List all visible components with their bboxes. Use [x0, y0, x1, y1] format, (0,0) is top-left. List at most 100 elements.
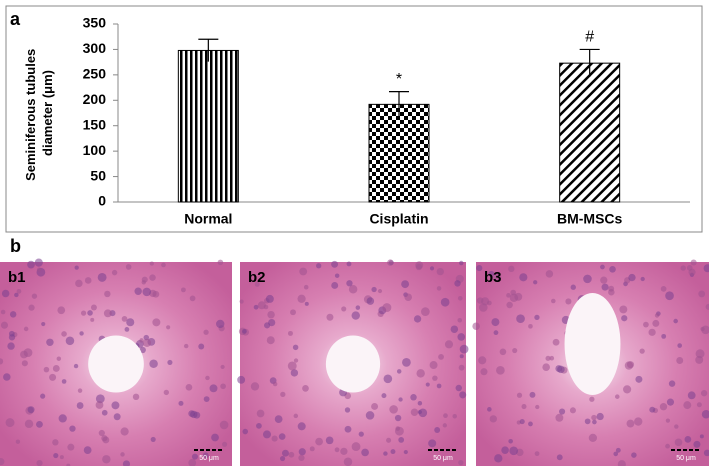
- cell: [394, 414, 402, 422]
- cell: [0, 321, 9, 329]
- cell: [216, 319, 225, 329]
- cell: [299, 267, 308, 276]
- cell: [250, 382, 260, 391]
- cell: [623, 385, 632, 394]
- cell: [358, 431, 364, 437]
- cell: [303, 284, 309, 290]
- cell: [557, 365, 565, 374]
- cell: [113, 413, 121, 421]
- cell: [263, 304, 269, 310]
- cell: [410, 394, 417, 401]
- cell: [355, 305, 361, 310]
- cell: [695, 349, 705, 359]
- cell: [491, 318, 500, 327]
- cell: [569, 407, 576, 414]
- cell: [366, 297, 375, 305]
- cell: [698, 290, 706, 298]
- cell: [53, 452, 59, 459]
- cell: [693, 440, 701, 448]
- cell: [152, 318, 161, 327]
- cell: [253, 304, 259, 310]
- bar: [368, 103, 430, 203]
- cell: [440, 297, 450, 307]
- cell: [278, 433, 286, 440]
- cell: [652, 319, 660, 327]
- cell: [274, 415, 283, 423]
- cell: [398, 397, 403, 402]
- cell: [188, 458, 197, 467]
- cell: [450, 325, 459, 333]
- cell: [217, 259, 224, 266]
- cell: [142, 338, 152, 347]
- cell: [528, 421, 533, 427]
- cell: [103, 309, 112, 318]
- cell: [149, 274, 156, 281]
- cell: [535, 404, 540, 410]
- cell: [331, 282, 339, 289]
- y-tick-label: 0: [98, 193, 106, 209]
- cell: [87, 310, 93, 316]
- cell: [649, 406, 656, 413]
- cell: [690, 259, 697, 266]
- cell: [455, 384, 462, 392]
- cell: [79, 331, 84, 336]
- cell: [509, 293, 519, 302]
- cell: [516, 314, 525, 324]
- cell: [584, 418, 591, 425]
- cell: [315, 437, 323, 446]
- cell: [487, 407, 492, 412]
- cell: [703, 449, 709, 457]
- cell: [125, 264, 132, 270]
- cell: [346, 261, 352, 267]
- cell: [334, 447, 340, 453]
- cell: [565, 298, 572, 305]
- image-label: b1: [8, 269, 26, 286]
- cell: [583, 274, 592, 284]
- cell: [57, 306, 66, 315]
- cell: [120, 427, 129, 436]
- micrograph: b3 50 μm: [472, 259, 709, 469]
- cell: [36, 459, 43, 467]
- micrographs: b1 50 μm b2 50 μm b3 50 μm: [0, 258, 709, 469]
- error-bar: [389, 91, 409, 118]
- y-tick-label: 200: [83, 91, 107, 107]
- cell: [20, 350, 28, 359]
- cell: [494, 454, 503, 463]
- cell: [570, 284, 576, 290]
- cell: [101, 435, 108, 442]
- cell: [382, 303, 392, 313]
- cell: [341, 306, 347, 312]
- cell: [459, 260, 464, 266]
- cell: [343, 457, 353, 467]
- cell: [268, 318, 276, 327]
- cell: [256, 422, 262, 429]
- cell: [95, 401, 104, 409]
- cell: [416, 369, 425, 378]
- cell: [377, 289, 383, 294]
- cell: [665, 291, 674, 301]
- cell: [272, 381, 278, 387]
- cell: [614, 394, 620, 399]
- cell: [334, 273, 340, 278]
- cell: [415, 261, 424, 270]
- x-tick-label: BM-MSCs: [557, 211, 623, 227]
- cell: [673, 318, 678, 324]
- cell: [348, 285, 358, 294]
- cell: [9, 311, 17, 318]
- cell: [506, 293, 511, 298]
- cell: [76, 402, 84, 409]
- cell: [23, 326, 29, 332]
- cell: [386, 437, 392, 443]
- cell: [493, 330, 499, 336]
- cell: [628, 273, 636, 282]
- cell: [444, 340, 454, 349]
- cell: [0, 458, 5, 466]
- x-tick-label: Cisplatin: [369, 211, 428, 227]
- cell: [443, 413, 448, 419]
- cell: [549, 355, 555, 361]
- cell: [111, 401, 120, 410]
- cell: [75, 279, 83, 288]
- cell: [665, 443, 670, 449]
- cell: [592, 419, 597, 425]
